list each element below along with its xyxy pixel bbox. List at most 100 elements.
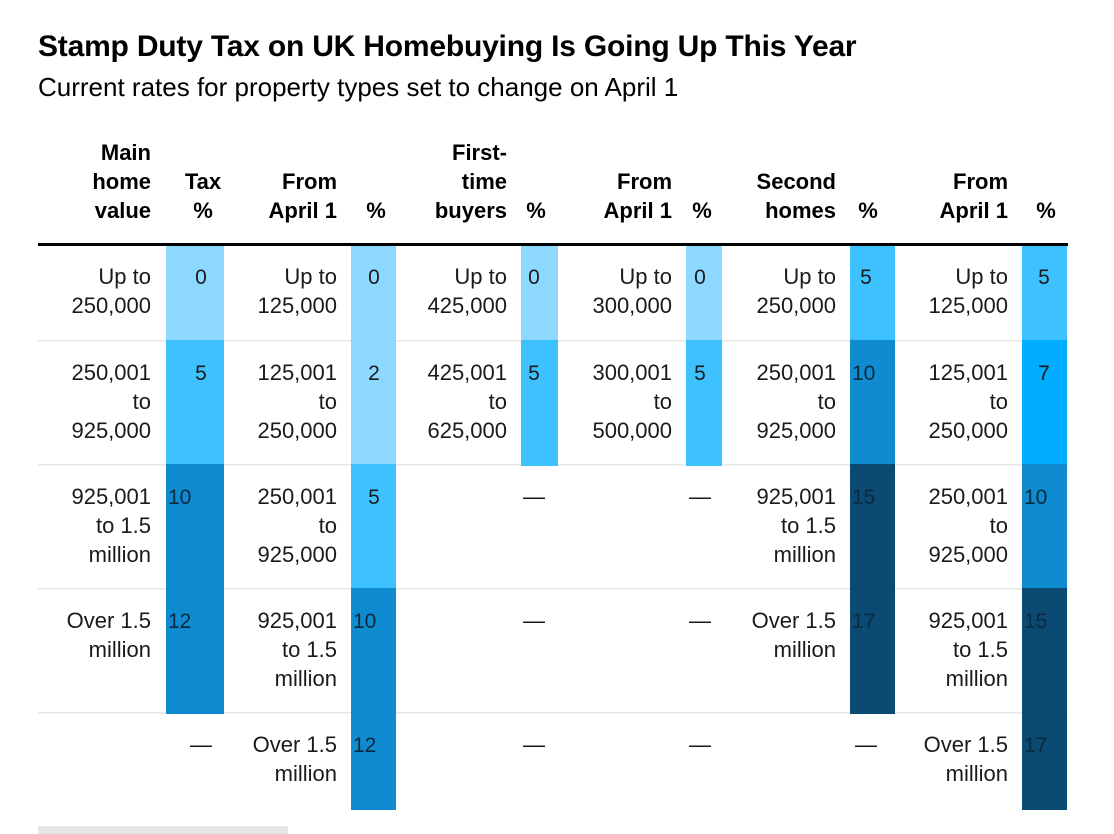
column-header-second-homes-rate: % bbox=[858, 198, 878, 223]
column-header-first-time-april: April 1 bbox=[604, 198, 672, 223]
threshold-value-second-homes-april: Over 1.5 bbox=[924, 732, 1008, 757]
threshold-value-second-homes: to bbox=[818, 389, 836, 414]
threshold-value-first-time: 425,001 bbox=[427, 360, 507, 385]
threshold-value-main-home-april: 125,000 bbox=[257, 293, 337, 318]
column-header-first-time: First- bbox=[452, 140, 507, 165]
column-header-first-time: buyers bbox=[435, 198, 507, 223]
threshold-value-first-time: 625,000 bbox=[427, 418, 507, 443]
empty-rate-dash: — bbox=[523, 484, 545, 509]
rate-value-second-homes: 15 bbox=[852, 486, 875, 509]
threshold-value-second-homes-april: million bbox=[946, 761, 1008, 786]
rate-cell-first-time-april bbox=[686, 340, 722, 466]
rate-cell-second-homes-april bbox=[1022, 245, 1067, 342]
threshold-value-second-homes-april: Up to bbox=[955, 264, 1008, 289]
threshold-value-main-home: 925,000 bbox=[71, 418, 151, 443]
row-divider bbox=[38, 712, 1068, 714]
threshold-value-second-homes-april: 925,001 bbox=[928, 608, 1008, 633]
threshold-value-main-home-april: Over 1.5 bbox=[253, 732, 337, 757]
empty-rate-dash: — bbox=[190, 732, 212, 757]
threshold-value-second-homes-april: 125,000 bbox=[928, 293, 1008, 318]
chart-title: Stamp Duty Tax on UK Homebuying Is Going… bbox=[38, 30, 857, 63]
rate-value-second-homes: 17 bbox=[852, 610, 875, 633]
footer-divider bbox=[38, 826, 288, 834]
rate-cell-main-home bbox=[166, 245, 224, 342]
threshold-value-first-time-april: Up to bbox=[619, 264, 672, 289]
threshold-value-second-homes: million bbox=[774, 542, 836, 567]
rate-cell-second-homes-april bbox=[1022, 712, 1067, 810]
rate-cell-second-homes bbox=[850, 340, 895, 466]
rate-value-main-home-april: 2 bbox=[368, 362, 380, 385]
rate-cell-first-time bbox=[521, 340, 558, 466]
column-header-main-home-april-rate: % bbox=[366, 198, 386, 223]
column-header-first-time: time bbox=[462, 169, 507, 194]
threshold-value-first-time-april: 500,000 bbox=[592, 418, 672, 443]
rate-value-main-home: 10 bbox=[168, 486, 191, 509]
empty-rate-dash: — bbox=[689, 484, 711, 509]
threshold-value-second-homes-april: 250,000 bbox=[928, 418, 1008, 443]
rate-cell-second-homes bbox=[850, 245, 895, 342]
rate-cell-main-home-april bbox=[351, 245, 396, 342]
empty-rate-dash: — bbox=[689, 608, 711, 633]
threshold-value-second-homes-april: 250,001 bbox=[928, 484, 1008, 509]
threshold-value-first-time: Up to bbox=[454, 264, 507, 289]
threshold-value-main-home-april: Up to bbox=[284, 264, 337, 289]
column-header-first-time-rate: % bbox=[526, 198, 546, 223]
rate-value-main-home: 5 bbox=[195, 362, 207, 385]
rate-value-second-homes-april: 7 bbox=[1038, 362, 1050, 385]
threshold-value-main-home: 250,001 bbox=[71, 360, 151, 385]
rate-cell-main-home-april bbox=[351, 340, 396, 466]
threshold-value-first-time: 425,000 bbox=[427, 293, 507, 318]
rate-cell-first-time bbox=[521, 245, 558, 342]
rate-value-second-homes-april: 15 bbox=[1024, 610, 1047, 633]
threshold-value-second-homes-april: to 1.5 bbox=[953, 637, 1008, 662]
threshold-value-second-homes: 925,001 bbox=[756, 484, 836, 509]
threshold-value-main-home: 250,000 bbox=[71, 293, 151, 318]
threshold-value-main-home-april: to 1.5 bbox=[282, 637, 337, 662]
header-rule bbox=[38, 243, 1068, 246]
empty-rate-dash: — bbox=[523, 608, 545, 633]
threshold-value-first-time: to bbox=[489, 389, 507, 414]
threshold-value-second-homes: 925,000 bbox=[756, 418, 836, 443]
threshold-value-second-homes: Over 1.5 bbox=[752, 608, 836, 633]
chart-subtitle: Current rates for property types set to … bbox=[38, 72, 679, 102]
column-header-main-home: home bbox=[92, 169, 151, 194]
rate-value-first-time: 0 bbox=[528, 266, 540, 289]
threshold-value-main-home-april: 250,001 bbox=[257, 484, 337, 509]
column-header-second-homes-april: April 1 bbox=[940, 198, 1008, 223]
threshold-value-second-homes-april: million bbox=[946, 666, 1008, 691]
rate-value-second-homes-april: 10 bbox=[1024, 486, 1047, 509]
threshold-value-second-homes: Up to bbox=[783, 264, 836, 289]
rate-value-first-time-april: 0 bbox=[694, 266, 706, 289]
threshold-value-main-home-april: 250,000 bbox=[257, 418, 337, 443]
rate-cell-second-homes bbox=[850, 464, 895, 590]
threshold-value-main-home: to bbox=[133, 389, 151, 414]
rate-value-second-homes-april: 17 bbox=[1024, 734, 1047, 757]
rate-value-main-home-april: 5 bbox=[368, 486, 380, 509]
rate-cell-first-time-april bbox=[686, 245, 722, 342]
threshold-value-first-time-april: to bbox=[654, 389, 672, 414]
threshold-value-second-homes-april: to bbox=[990, 513, 1008, 538]
threshold-value-first-time-april: 300,000 bbox=[592, 293, 672, 318]
rate-value-main-home-april: 0 bbox=[368, 266, 380, 289]
column-header-first-time-april: From bbox=[617, 169, 672, 194]
threshold-value-second-homes-april: to bbox=[990, 389, 1008, 414]
rate-cell-second-homes-april bbox=[1022, 588, 1067, 714]
column-header-main-home-april: April 1 bbox=[269, 198, 337, 223]
rate-cell-main-home-april bbox=[351, 464, 396, 590]
threshold-value-main-home-april: to bbox=[319, 389, 337, 414]
threshold-value-main-home: to 1.5 bbox=[96, 513, 151, 538]
rate-cell-main-home bbox=[166, 340, 224, 466]
column-header-main-home-rate: Tax bbox=[185, 169, 222, 194]
threshold-value-main-home-april: 925,001 bbox=[257, 608, 337, 633]
threshold-value-second-homes-april: 125,001 bbox=[928, 360, 1008, 385]
rate-value-main-home: 0 bbox=[195, 266, 207, 289]
rate-value-first-time-april: 5 bbox=[694, 362, 706, 385]
rate-value-second-homes: 5 bbox=[860, 266, 872, 289]
threshold-value-main-home-april: million bbox=[275, 666, 337, 691]
rate-value-main-home-april: 12 bbox=[353, 734, 376, 757]
threshold-value-main-home-april: 925,000 bbox=[257, 542, 337, 567]
column-header-main-home-rate: % bbox=[193, 198, 213, 223]
threshold-value-main-home-april: to bbox=[319, 513, 337, 538]
column-header-main-home: Main bbox=[101, 140, 151, 165]
column-header-main-home-april: From bbox=[282, 169, 337, 194]
